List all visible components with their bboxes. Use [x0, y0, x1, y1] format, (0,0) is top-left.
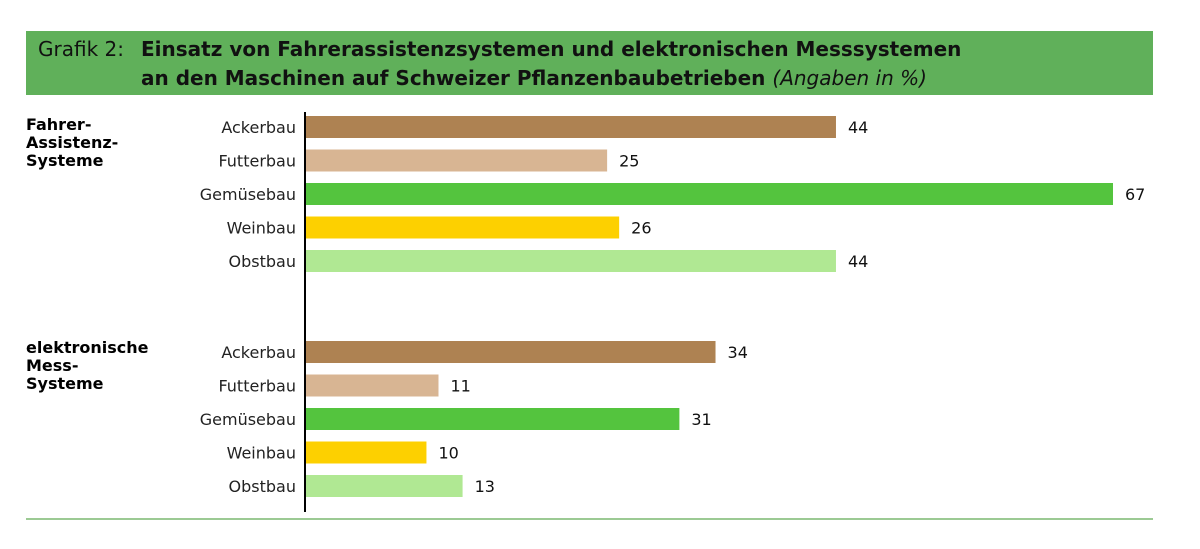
category-label-obstbau: Obstbau — [229, 252, 296, 271]
bar-2-obstbau — [306, 475, 463, 497]
bar-2-weinbau — [306, 441, 427, 464]
chart-title-line-2-text: an den Maschinen auf Schweizer Pflanzenb… — [141, 66, 766, 90]
bar-1-obstbau — [306, 250, 836, 272]
bar-1-weinbau — [306, 216, 620, 239]
bar-1-futterbau — [306, 149, 608, 172]
value-label-1-gemuesebau: 67 — [1125, 185, 1145, 204]
value-label-2-ackerbau: 34 — [728, 343, 748, 362]
category-label-weinbau: Weinbau — [227, 219, 296, 238]
bar-2-futterbau — [306, 374, 439, 397]
value-label-1-futterbau: 25 — [619, 152, 639, 171]
bar-1-ackerbau — [306, 116, 836, 138]
value-label-2-weinbau: 10 — [438, 444, 458, 463]
bar-2-ackerbau — [306, 341, 716, 363]
value-label-2-obstbau: 13 — [475, 477, 495, 496]
group-label-2-line-1: elektronische — [26, 338, 149, 357]
category-label-obstbau: Obstbau — [229, 477, 296, 496]
group-label-2-line-3: Systeme — [26, 374, 104, 393]
group-label-1-line-1: Fahrer- — [26, 115, 91, 134]
unit-note: (Angaben in %) — [772, 66, 927, 90]
category-label-ackerbau: Ackerbau — [221, 118, 296, 137]
category-label-futterbau: Futterbau — [218, 377, 296, 396]
figure-number: Grafik 2: — [38, 37, 124, 61]
value-label-2-futterbau: 11 — [450, 377, 470, 396]
value-label-1-obstbau: 44 — [848, 252, 868, 271]
group-label-2-line-2: Mess- — [26, 356, 78, 375]
chart-title-line-2: an den Maschinen auf Schweizer Pflanzenb… — [141, 66, 927, 90]
bar-2-gemuesebau — [306, 408, 680, 430]
category-label-ackerbau: Ackerbau — [221, 343, 296, 362]
value-label-1-weinbau: 26 — [631, 219, 651, 238]
group-label-1-line-3: Systeme — [26, 151, 104, 170]
group-label-1-line-2: Assistenz- — [26, 133, 118, 152]
chart-header: Grafik 2: Einsatz von Fahrerassistenzsys… — [26, 31, 1153, 95]
category-label-futterbau: Futterbau — [218, 152, 296, 171]
category-label-weinbau: Weinbau — [227, 444, 296, 463]
category-label-gemuesebau: Gemüsebau — [200, 185, 296, 204]
value-label-1-ackerbau: 44 — [848, 118, 868, 137]
category-label-gemuesebau: Gemüsebau — [200, 410, 296, 429]
chart-title-line-1: Einsatz von Fahrerassistenzsystemen und … — [141, 37, 962, 61]
bar-1-gemuesebau — [306, 183, 1113, 205]
value-label-2-gemuesebau: 31 — [691, 410, 711, 429]
